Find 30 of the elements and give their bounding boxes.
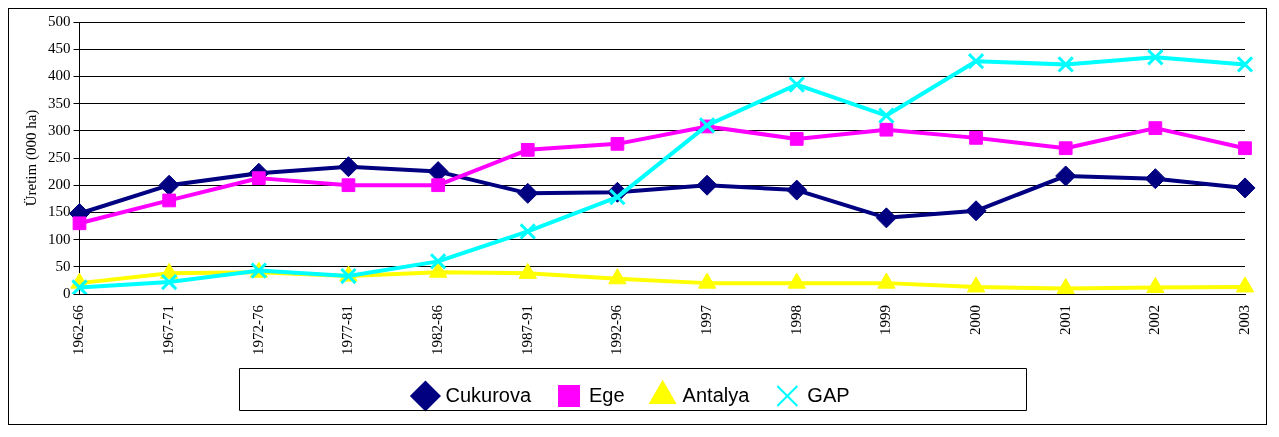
y-tick-label: 200: [48, 176, 71, 193]
x-tick-label: 1967-71: [160, 305, 177, 355]
x-tick-label: 2000: [966, 305, 983, 335]
y-tick-label: 350: [48, 94, 71, 111]
x-tick-label: 1982-86: [429, 304, 446, 355]
x-tick-label: 2003: [1235, 305, 1252, 335]
x-tick-label: 1992-96: [608, 304, 625, 355]
legend-label: GAP: [807, 383, 850, 406]
x-tick-label: 1977-81: [339, 305, 356, 355]
x-tick-label: 1998: [787, 305, 804, 335]
y-tick-label: 250: [48, 148, 71, 165]
y-tick-label: 100: [48, 230, 71, 247]
x-tick-label: 1962-66: [70, 304, 87, 355]
x-tick-label: 1987-91: [518, 305, 535, 355]
y-tick-label: 300: [48, 121, 71, 138]
x-tick-label: 2002: [1146, 305, 1163, 335]
y-tick-label: 450: [48, 40, 71, 57]
y-axis-title: Üretim (000 ha): [22, 109, 40, 207]
x-tick-label: 1999: [877, 305, 894, 335]
y-tick-label: 50: [55, 257, 71, 274]
x-tick-label: 2001: [1056, 305, 1073, 335]
y-tick-label: 400: [48, 67, 71, 84]
legend-label: Antalya: [682, 383, 751, 406]
x-tick-label: 1997: [698, 304, 715, 335]
y-tick-label: 500: [48, 12, 71, 29]
legend-label: Cukurova: [445, 383, 532, 406]
legend-label: Ege: [589, 383, 625, 406]
y-tick-label: 0: [63, 284, 71, 301]
y-tick-label: 150: [48, 203, 71, 220]
x-tick-label: 1972-76: [249, 304, 266, 355]
